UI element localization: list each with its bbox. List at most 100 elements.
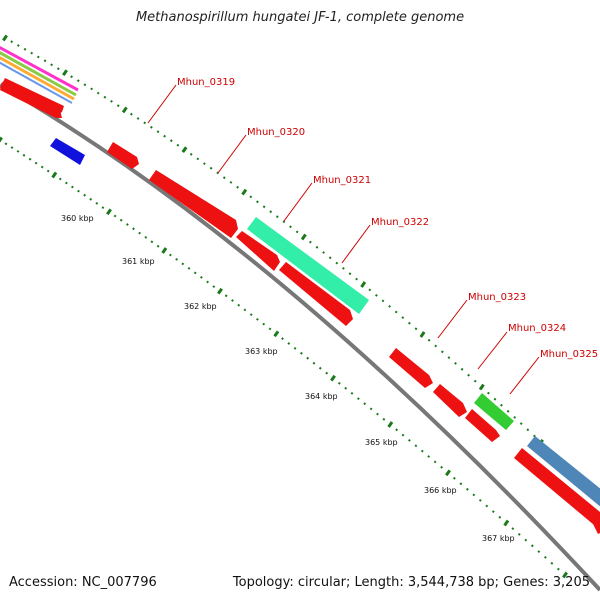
scale-labels: 360 kbp 361 kbp 362 kbp 363 kbp 364 kbp …: [61, 214, 515, 543]
lower-scale-minor-tick: [459, 482, 463, 486]
upper-scale-minor-tick: [388, 305, 391, 308]
upper-scale-minor-tick: [249, 195, 253, 199]
upper-scale-minor-tick: [368, 288, 372, 292]
scale-label-365: 365 kbp: [365, 438, 398, 447]
upper-scale-minor-tick: [487, 391, 490, 395]
lower-scale-minor-tick: [337, 381, 341, 385]
upper-scale-minor-tick: [150, 125, 153, 129]
gene-block-mhun-0324[interactable]: [474, 393, 514, 430]
gene-label-mhun-0321[interactable]: Mhun_0321: [313, 175, 371, 186]
upper-scale-minor-tick: [440, 350, 444, 354]
gene-block-mhun-0322[interactable]: [279, 262, 353, 326]
genome-summary-text: Topology: circular; Length: 3,544,738 bp…: [232, 575, 590, 590]
map-title: Methanospirillum hungatei JF-1, complete…: [135, 10, 465, 25]
lower-scale-major-tick: [273, 330, 280, 338]
lower-scale-minor-tick: [34, 161, 38, 165]
gene-block-blue[interactable]: [50, 138, 85, 165]
upper-scale-minor-tick: [342, 267, 345, 270]
gene-label-mhun-0319[interactable]: Mhun_0319: [177, 77, 235, 88]
track-stub-blue: [0, 61, 73, 104]
track-stubs: [0, 46, 79, 104]
lower-scale-minor-tick: [401, 433, 405, 437]
upper-scale-minor-tick: [209, 166, 213, 170]
track-stub-green: [0, 51, 77, 97]
lower-scale-minor-tick: [138, 231, 141, 235]
gene-label-mhun-0322[interactable]: Mhun_0322: [371, 217, 429, 228]
lower-scale-minor-tick: [4, 142, 8, 146]
upper-scale-major-tick: [241, 188, 248, 196]
lower-scale-minor-tick: [325, 371, 329, 375]
gene-label-mhun-0325[interactable]: Mhun_0325: [540, 349, 598, 360]
lower-scale-minor-tick: [408, 439, 411, 442]
gene-block-mhun-0323[interactable]: [389, 348, 433, 388]
upper-scale-major-tick: [181, 146, 188, 154]
upper-scale-minor-tick: [116, 104, 120, 108]
lower-scale-minor-tick: [119, 218, 123, 222]
lower-scale-minor-tick: [433, 460, 437, 464]
upper-scale-minor-tick: [236, 185, 239, 189]
gene-block-mhun-0321[interactable]: [247, 217, 369, 314]
gene-label-mhun-0324[interactable]: Mhun_0324: [508, 323, 566, 334]
upper-scale-minor-tick: [322, 251, 325, 254]
lower-scale-minor-tick: [113, 214, 117, 218]
upper-scale-minor-tick: [130, 112, 133, 116]
upper-scale-minor-tick: [163, 134, 166, 138]
gene-block-mhun-0325[interactable]: [527, 436, 600, 508]
upper-scale-minor-tick: [513, 416, 517, 419]
gene-block-mhun-0320b[interactable]: [236, 231, 280, 271]
gene-block-mhun-0323b[interactable]: [433, 384, 467, 417]
lower-scale-minor-tick: [83, 193, 86, 197]
lower-scale-minor-tick: [363, 402, 367, 406]
upper-scale-minor-tick: [315, 245, 319, 249]
gene-block-mhun-0320[interactable]: [149, 170, 238, 238]
upper-scale-minor-tick: [269, 210, 273, 214]
lower-scale-minor-tick: [293, 347, 297, 350]
upper-scale-minor-tick: [519, 422, 523, 425]
lower-scale-minor-tick: [187, 267, 191, 270]
gene-label-mhun-0320[interactable]: Mhun_0320: [247, 127, 305, 138]
lower-scale-minor-tick: [156, 244, 160, 248]
lower-scale-minor-tick: [427, 455, 431, 458]
upper-scale-minor-tick: [401, 316, 405, 319]
lower-scale-minor-tick: [132, 227, 135, 231]
lower-scale-minor-tick: [126, 223, 129, 226]
upper-scale-minor-tick: [70, 75, 73, 79]
lower-scale-minor-tick: [517, 533, 521, 536]
lower-scale-minor-tick: [312, 361, 316, 365]
gene-block-edge[interactable]: [592, 514, 600, 534]
upper-scale-minor-tick: [16, 44, 20, 47]
callout-line-mhun-0322: [341, 224, 371, 264]
lower-scale-minor-tick: [212, 285, 216, 288]
track-stub-magenta: [0, 46, 79, 92]
lower-scale-minor-tick: [524, 538, 528, 542]
scale-label-363: 363 kbp: [245, 347, 278, 356]
upper-scale-minor-tick: [196, 157, 200, 161]
lower-scale-minor-tick: [206, 280, 209, 284]
upper-scale-minor-tick: [262, 205, 266, 209]
upper-scale-minor-tick: [434, 344, 438, 348]
lower-scale-ring: [0, 136, 568, 579]
upper-scale-minor-tick: [375, 294, 378, 297]
lower-scale-minor-tick: [478, 499, 482, 502]
scale-label-361: 361 kbp: [122, 257, 155, 266]
callout-line-mhun-0323: [437, 299, 468, 339]
gene-block-mhun-0325b[interactable]: [514, 448, 600, 530]
lower-scale-minor-tick: [544, 556, 547, 559]
accession-text: Accession: NC_007796: [9, 575, 157, 590]
lower-scale-minor-tick: [22, 153, 26, 157]
gene-labels: Mhun_0319 Mhun_0320 Mhun_0321 Mhun_0322 …: [177, 77, 598, 360]
lower-scale-minor-tick: [498, 515, 502, 519]
upper-scale-minor-tick: [394, 310, 398, 314]
upper-scale-minor-tick: [90, 87, 93, 91]
gene-block-mhun-0319[interactable]: [107, 142, 139, 169]
lower-scale-minor-tick: [95, 202, 99, 205]
lower-scale-minor-tick: [101, 206, 105, 209]
gene-block-mhun-0324b[interactable]: [465, 409, 500, 442]
upper-scale-minor-tick: [381, 299, 385, 303]
upper-scale-minor-tick: [427, 338, 431, 342]
gene-label-mhun-0323[interactable]: Mhun_0323: [468, 292, 526, 303]
scale-label-362: 362 kbp: [184, 302, 217, 311]
gene-block-prev-body[interactable]: [0, 78, 64, 115]
lower-scale-minor-tick: [193, 271, 197, 275]
